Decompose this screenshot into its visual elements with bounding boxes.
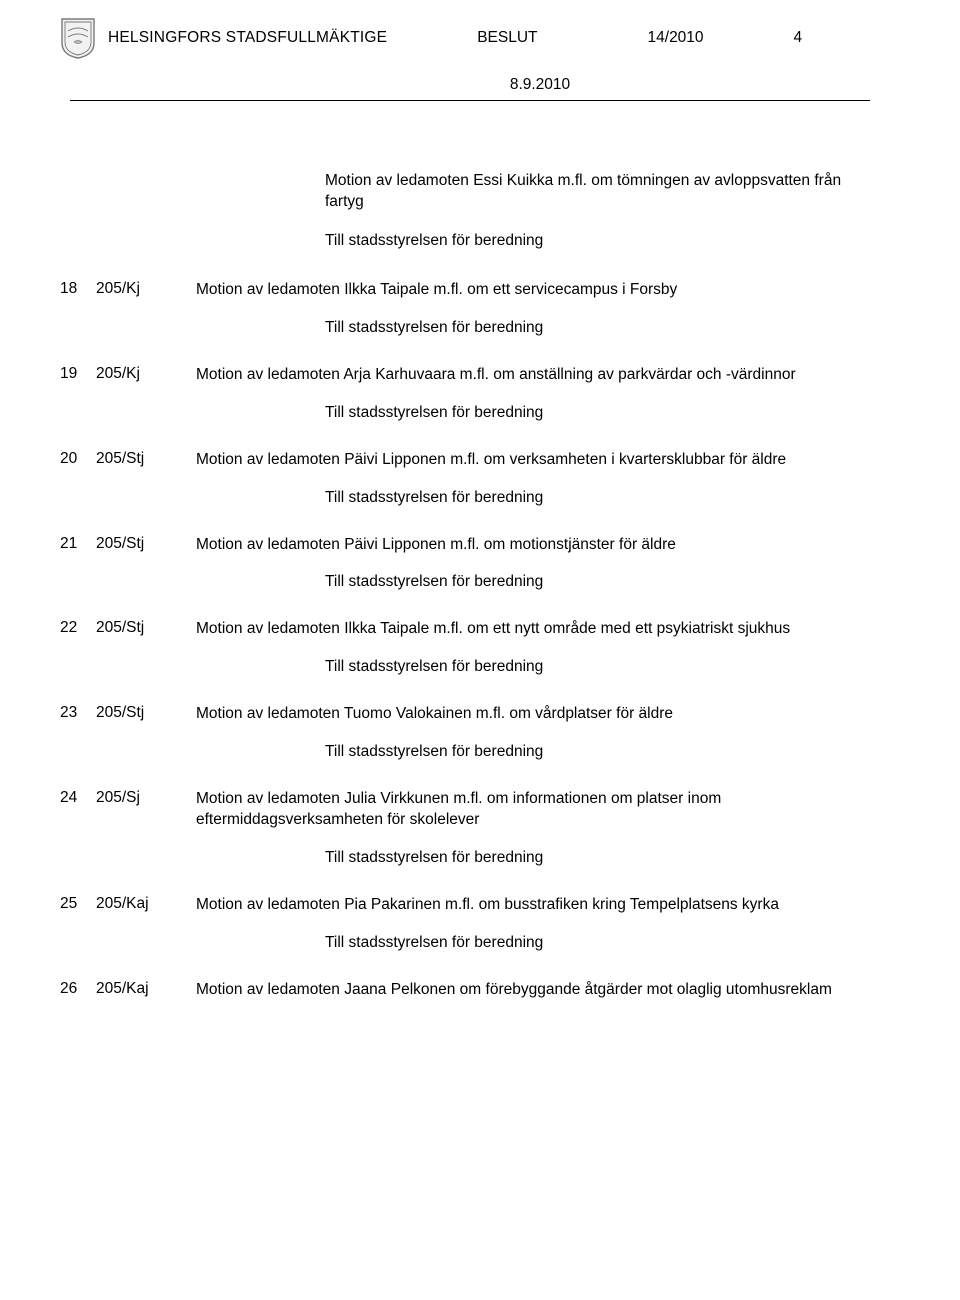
document-page: HELSINGFORS STADSFULLMÄKTIGE BESLUT 14/2…	[0, 0, 960, 1300]
item-text: Motion av ledamoten Päivi Lipponen m.fl.…	[196, 536, 676, 553]
org-name: HELSINGFORS STADSFULLMÄKTIGE	[108, 29, 387, 47]
till-line: Till stadsstyrelsen för beredning	[325, 404, 870, 422]
content: Motion av ledamoten Essi Kuikka m.fl. om…	[60, 171, 870, 1001]
till-line: Till stadsstyrelsen för beredning	[325, 743, 870, 761]
item-ref: 205/Stj	[96, 704, 196, 725]
item-number: 25	[60, 895, 96, 916]
item-body: Motion av ledamoten Jaana Pelkonen om fö…	[196, 980, 870, 1001]
agenda-item: 22 205/Stj Motion av ledamoten Ilkka Tai…	[60, 619, 870, 640]
item-number: 21	[60, 535, 96, 556]
agenda-item: 26 205/Kaj Motion av ledamoten Jaana Pel…	[60, 980, 870, 1001]
till-line: Till stadsstyrelsen för beredning	[325, 319, 870, 337]
header-text: HELSINGFORS STADSFULLMÄKTIGE BESLUT 14/2…	[108, 29, 870, 47]
till-line: Till stadsstyrelsen för beredning	[325, 658, 870, 676]
item-number: 18	[60, 280, 96, 301]
agenda-item: 25 205/Kaj Motion av ledamoten Pia Pakar…	[60, 895, 870, 916]
doc-number: 14/2010	[648, 29, 704, 47]
till-line: Till stadsstyrelsen för beredning	[325, 849, 870, 867]
crest-icon	[60, 17, 96, 59]
item-text: Motion av ledamoten Arja Karhuvaara m.fl…	[196, 366, 796, 383]
agenda-item: 19 205/Kj Motion av ledamoten Arja Karhu…	[60, 365, 870, 386]
item-number: 24	[60, 789, 96, 831]
item-text: Motion av ledamoten Tuomo Valokainen m.f…	[196, 705, 673, 722]
header-rule	[70, 100, 870, 101]
doc-date: 8.9.2010	[210, 76, 870, 94]
item-ref: 205/Stj	[96, 535, 196, 556]
item-number: 26	[60, 980, 96, 1001]
till-line: Till stadsstyrelsen för beredning	[325, 934, 870, 952]
item-body: Motion av ledamoten Pia Pakarinen m.fl. …	[196, 895, 870, 916]
item-number: 23	[60, 704, 96, 725]
till-line: Till stadsstyrelsen för beredning	[325, 231, 870, 252]
item-number: 22	[60, 619, 96, 640]
item-body: Motion av ledamoten Ilkka Taipale m.fl. …	[196, 280, 870, 301]
agenda-item: 24 205/Sj Motion av ledamoten Julia Virk…	[60, 789, 870, 831]
page-number: 4	[794, 29, 803, 47]
item-body: Motion av ledamoten Tuomo Valokainen m.f…	[196, 704, 870, 725]
item-text: Motion av ledamoten Julia Virkkunen m.fl…	[196, 790, 721, 828]
item-ref: 205/Stj	[96, 619, 196, 640]
item-text: Motion av ledamoten Jaana Pelkonen om fö…	[196, 981, 832, 998]
item-body: Motion av ledamoten Julia Virkkunen m.fl…	[196, 789, 870, 831]
item-ref: 205/Sj	[96, 789, 196, 831]
item-ref: 205/Kj	[96, 365, 196, 386]
till-line: Till stadsstyrelsen för beredning	[325, 573, 870, 591]
agenda-item: 20 205/Stj Motion av ledamoten Päivi Lip…	[60, 450, 870, 471]
item-text: Motion av ledamoten Ilkka Taipale m.fl. …	[196, 620, 790, 637]
header-row: HELSINGFORS STADSFULLMÄKTIGE BESLUT 14/2…	[60, 18, 870, 58]
agenda-item: 18 205/Kj Motion av ledamoten Ilkka Taip…	[60, 280, 870, 301]
item-ref: 205/Kaj	[96, 980, 196, 1001]
item-ref: 205/Kaj	[96, 895, 196, 916]
till-line: Till stadsstyrelsen för beredning	[325, 489, 870, 507]
item-number: 20	[60, 450, 96, 471]
item-ref: 205/Stj	[96, 450, 196, 471]
item-text: Motion av ledamoten Ilkka Taipale m.fl. …	[196, 281, 677, 298]
item-ref: 205/Kj	[96, 280, 196, 301]
item-body: Motion av ledamoten Ilkka Taipale m.fl. …	[196, 619, 870, 640]
item-body: Motion av ledamoten Päivi Lipponen m.fl.…	[196, 450, 870, 471]
doc-type: BESLUT	[477, 29, 537, 47]
item-body: Motion av ledamoten Päivi Lipponen m.fl.…	[196, 535, 870, 556]
agenda-item: 21 205/Stj Motion av ledamoten Päivi Lip…	[60, 535, 870, 556]
agenda-item: 23 205/Stj Motion av ledamoten Tuomo Val…	[60, 704, 870, 725]
item-number: 19	[60, 365, 96, 386]
item-body: Motion av ledamoten Arja Karhuvaara m.fl…	[196, 365, 870, 386]
lead-block: Motion av ledamoten Essi Kuikka m.fl. om…	[325, 171, 870, 252]
item-text: Motion av ledamoten Pia Pakarinen m.fl. …	[196, 896, 779, 913]
lead-text: Motion av ledamoten Essi Kuikka m.fl. om…	[325, 171, 870, 213]
item-text: Motion av ledamoten Päivi Lipponen m.fl.…	[196, 451, 786, 468]
